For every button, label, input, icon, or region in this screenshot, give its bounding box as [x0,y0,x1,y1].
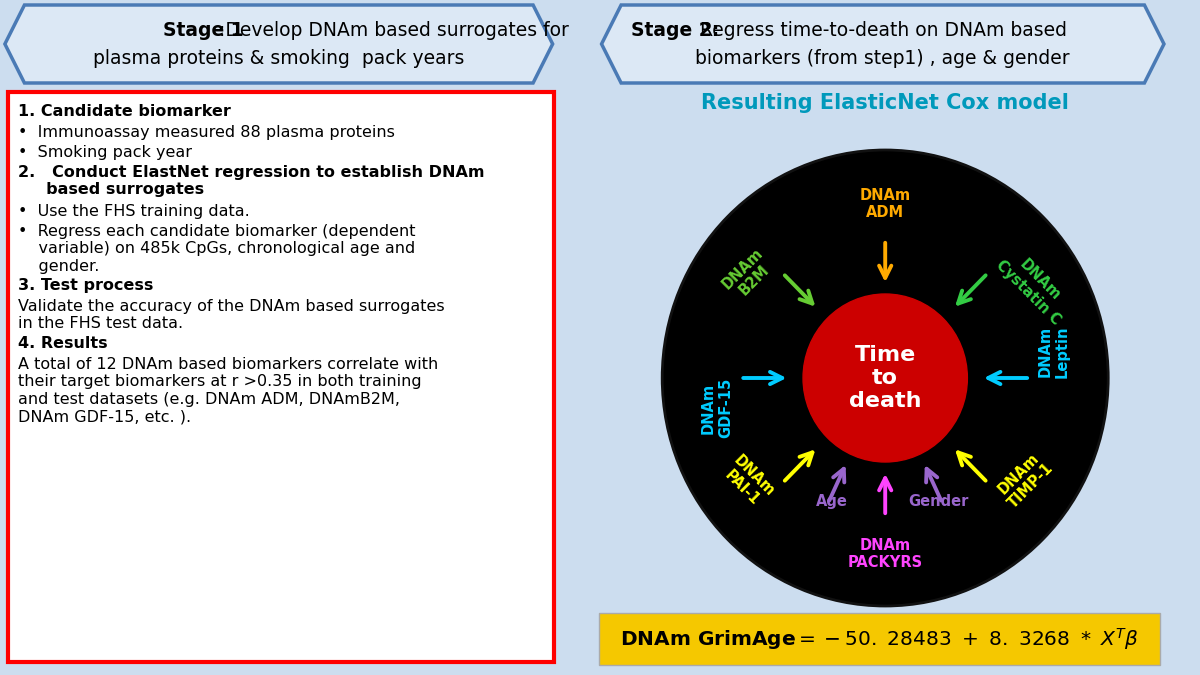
Text: DNAm
ADM: DNAm ADM [859,188,911,220]
Text: 2.   Conduct ElastNet regression to establish DNAm
     based surrogates: 2. Conduct ElastNet regression to establ… [18,165,484,197]
FancyBboxPatch shape [8,92,553,662]
Text: DNAm
GDF-15: DNAm GDF-15 [701,378,733,438]
Text: 4. Results: 4. Results [18,336,107,351]
Text: Validate the accuracy of the DNAm based surrogates
in the FHS test data.: Validate the accuracy of the DNAm based … [18,299,444,331]
FancyBboxPatch shape [599,613,1160,665]
Text: DNAm
PAI-1: DNAm PAI-1 [719,452,778,511]
Text: Age: Age [816,494,848,509]
Text: DNAm
TIMP-1: DNAm TIMP-1 [992,448,1056,511]
Text: Stage 1: Stage 1 [163,20,244,40]
Text: Resulting ElasticNet Cox model: Resulting ElasticNet Cox model [701,93,1069,113]
Text: DNAm
B2M: DNAm B2M [719,245,778,304]
Text: A total of 12 DNAm based biomarkers correlate with
their target biomarkers at r : A total of 12 DNAm based biomarkers corr… [18,357,438,424]
Text: DNAm
Cystatin C: DNAm Cystatin C [992,245,1075,327]
Circle shape [662,150,1109,606]
Text: 3. Test process: 3. Test process [18,278,152,293]
Text: DNAm
PACKYRS: DNAm PACKYRS [847,538,923,570]
Text: Time
to
death: Time to death [848,345,922,411]
Polygon shape [5,5,553,83]
Text: DNAm GrimAge$=-50.\ 28483\ +\ 8.\ 3268\ *\ X^{T}\beta$: DNAm GrimAge$=-50.\ 28483\ +\ 8.\ 3268\ … [620,626,1139,652]
Ellipse shape [803,294,967,462]
Text: •  Use the FHS training data.: • Use the FHS training data. [18,204,250,219]
Text: :Develop DNAm based surrogates for: :Develop DNAm based surrogates for [220,20,569,40]
Text: plasma proteins & smoking  pack years: plasma proteins & smoking pack years [94,49,464,68]
Text: •  Smoking pack year: • Smoking pack year [18,145,192,160]
Text: 1. Candidate biomarker: 1. Candidate biomarker [18,104,230,119]
Text: Stage 2:: Stage 2: [631,20,719,40]
Text: •  Regress each candidate biomarker (dependent
    variable) on 485k CpGs, chron: • Regress each candidate biomarker (depe… [18,224,415,274]
Text: DNAm
Leptin: DNAm Leptin [1037,325,1069,378]
Polygon shape [601,5,1164,83]
Text: Regress time-to-death on DNAm based: Regress time-to-death on DNAm based [695,20,1068,40]
Text: Gender: Gender [908,494,968,509]
Text: •  Immunoassay measured 88 plasma proteins: • Immunoassay measured 88 plasma protein… [18,125,395,140]
Text: biomarkers (from step1) , age & gender: biomarkers (from step1) , age & gender [696,49,1070,68]
